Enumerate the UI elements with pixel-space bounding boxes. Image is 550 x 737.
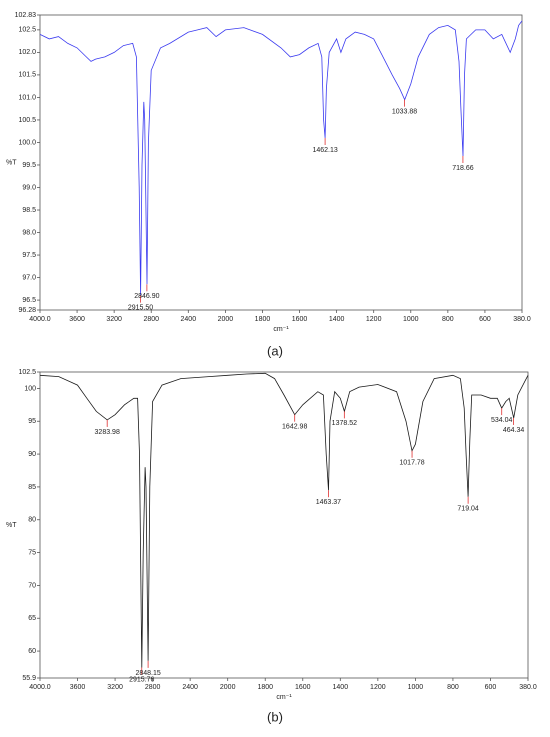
x-tick-label: 2000: [220, 684, 236, 691]
y-tick-label: 97.0: [22, 274, 36, 281]
x-tick-label: 3600: [70, 684, 86, 691]
peak-label: 2915.76: [129, 676, 154, 683]
plot-frame: [39, 371, 529, 679]
y-tick-label: 100: [24, 385, 36, 392]
y-tick-label: 99.0: [22, 184, 36, 191]
caption: (a): [267, 343, 283, 358]
y-tick-label: 98.5: [22, 207, 36, 214]
spectrum-line: [39, 372, 529, 668]
y-axis-label: %T: [6, 159, 17, 166]
x-tick-label: 800: [442, 316, 454, 323]
peak-label: 1017.78: [399, 460, 424, 467]
x-tick-label: 2000: [218, 316, 234, 323]
x-tick-label: 1000: [403, 316, 419, 323]
x-tick-label: 1600: [292, 316, 308, 323]
y-tick-label: 75: [28, 549, 36, 556]
y-tick-label: 80: [28, 517, 36, 524]
y-tick-label: 101.0: [18, 94, 36, 101]
x-tick-label: 1800: [255, 316, 271, 323]
y-tick-label: 98.0: [22, 229, 36, 236]
x-tick-label: 380.0: [513, 316, 531, 323]
y-tick-label: 96.28: [18, 307, 36, 314]
y-tick-label: 70: [28, 582, 36, 589]
x-tick-label: 800: [447, 684, 459, 691]
peak-label: 719.04: [457, 506, 479, 513]
y-axis-label: %T: [6, 522, 17, 529]
x-tick-label: 1600: [295, 684, 311, 691]
peak-label: 534.04: [491, 417, 513, 424]
x-axis-label: cm⁻¹: [276, 694, 292, 701]
peak-label: 718.66: [452, 165, 474, 172]
spectrum-line: [39, 20, 523, 296]
x-tick-label: 2800: [143, 316, 159, 323]
y-tick-label: 101.5: [18, 72, 36, 79]
plot-frame: [39, 14, 523, 311]
x-tick-label: 1400: [333, 684, 349, 691]
x-tick-label: 3200: [107, 684, 123, 691]
x-tick-label: 2400: [181, 316, 197, 323]
y-tick-label: 85: [28, 484, 36, 491]
y-tick-label: 102.5: [18, 27, 36, 34]
peak-label: 2915.50: [128, 304, 153, 311]
x-tick-label: 4000.0: [29, 316, 51, 323]
peak-label: 464.34: [503, 427, 525, 434]
y-tick-label: 55.9: [22, 675, 36, 682]
peak-label: 1642.98: [282, 424, 307, 431]
y-tick-label: 100.5: [18, 117, 36, 124]
peak-label: 1033.88: [392, 109, 417, 116]
peak-label: 2846.90: [134, 293, 159, 300]
peak-label: 3283.98: [95, 429, 120, 436]
y-tick-label: 97.5: [22, 252, 36, 259]
y-tick-label: 90: [28, 451, 36, 458]
y-tick-label: 96.5: [22, 297, 36, 304]
x-tick-label: 1400: [329, 316, 345, 323]
y-tick-label: 60: [28, 648, 36, 655]
x-tick-label: 1200: [370, 684, 386, 691]
x-axis-label: cm⁻¹: [273, 326, 289, 333]
y-tick-label: 102.0: [18, 49, 36, 56]
caption: (b): [267, 709, 283, 724]
x-tick-label: 4000.0: [29, 684, 51, 691]
x-tick-label: 3200: [106, 316, 122, 323]
y-tick-label: 99.5: [22, 162, 36, 169]
y-tick-label: 65: [28, 615, 36, 622]
y-tick-label: 102.83: [15, 12, 37, 19]
y-tick-label: 102.5: [18, 369, 36, 376]
x-tick-label: 1000: [408, 684, 424, 691]
y-tick-label: 95: [28, 418, 36, 425]
x-tick-label: 600: [485, 684, 497, 691]
x-tick-label: 380.0: [519, 684, 537, 691]
peak-label: 2848.15: [135, 670, 160, 677]
peak-label: 1462.13: [312, 147, 337, 154]
peak-label: 1378.52: [332, 420, 357, 427]
x-tick-label: 600: [479, 316, 491, 323]
peak-label: 1463.37: [316, 499, 341, 506]
x-tick-label: 1200: [366, 316, 382, 323]
x-tick-label: 1800: [257, 684, 273, 691]
x-tick-label: 3600: [69, 316, 85, 323]
y-tick-label: 100.0: [18, 139, 36, 146]
x-tick-label: 2400: [182, 684, 198, 691]
x-tick-label: 2800: [145, 684, 161, 691]
